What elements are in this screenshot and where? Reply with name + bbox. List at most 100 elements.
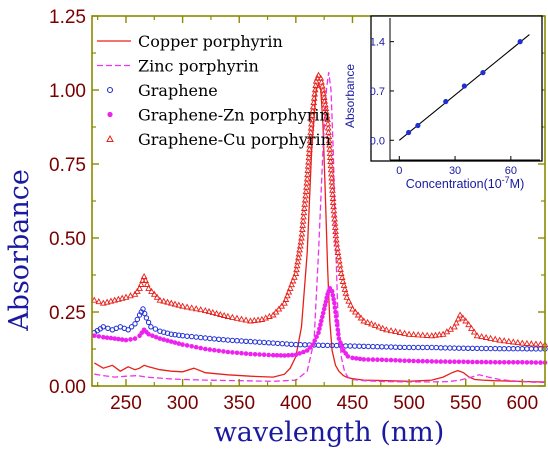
data-point	[299, 221, 307, 228]
data-point	[357, 314, 365, 321]
data-point	[306, 137, 314, 144]
legend-item: Zinc porphyrin	[97, 57, 259, 76]
data-point	[148, 287, 155, 294]
data-point	[511, 360, 516, 365]
data-point	[379, 344, 385, 350]
series-line	[94, 72, 546, 384]
data-point	[323, 299, 329, 304]
data-point	[460, 345, 467, 351]
data-point	[339, 277, 347, 284]
legend-item: Graphene	[106, 81, 218, 100]
data-point	[275, 305, 283, 312]
data-point	[405, 330, 413, 337]
data-point	[161, 337, 166, 342]
inset-frame	[370, 15, 543, 162]
data-point	[140, 272, 148, 280]
data-point	[388, 344, 394, 350]
data-point	[296, 242, 304, 249]
data-point	[501, 346, 507, 352]
data-point	[375, 323, 383, 330]
data-point	[112, 336, 117, 341]
data-point	[322, 303, 328, 308]
data-point	[165, 338, 170, 343]
data-point	[136, 284, 143, 291]
data-point	[501, 360, 507, 365]
data-point	[197, 306, 205, 313]
data-point	[184, 333, 190, 339]
data-point	[278, 353, 284, 358]
data-point	[310, 98, 318, 106]
data-point	[229, 313, 236, 320]
data-point	[297, 238, 305, 245]
data-point	[303, 179, 311, 186]
data-point	[306, 145, 313, 152]
data-point	[289, 277, 297, 284]
data-point	[305, 154, 313, 161]
data-point	[374, 344, 381, 350]
data-point	[333, 309, 338, 315]
data-point	[301, 349, 306, 355]
data-point	[302, 187, 310, 195]
data-point	[180, 342, 185, 347]
data-point	[131, 290, 139, 297]
data-point	[397, 358, 403, 363]
data-point	[392, 344, 399, 350]
data-point	[397, 344, 403, 350]
data-point	[108, 335, 114, 341]
data-point	[318, 322, 323, 328]
legend-swatch	[107, 111, 113, 118]
data-point	[433, 344, 439, 351]
data-point	[317, 326, 322, 332]
data-point	[334, 323, 340, 328]
data-point	[307, 345, 313, 350]
legend-label: Copper porphyrin	[138, 32, 283, 51]
data-point	[302, 192, 309, 199]
data-point	[396, 328, 404, 335]
data-point	[175, 301, 183, 308]
data-point	[286, 284, 294, 291]
data-point	[104, 335, 110, 341]
series-4	[92, 286, 548, 365]
data-point	[193, 334, 199, 340]
data-point	[164, 298, 171, 305]
data-point	[473, 332, 481, 339]
data-point	[537, 340, 544, 347]
x-tick-label: 600	[506, 393, 538, 414]
data-point	[356, 343, 362, 349]
data-point	[160, 297, 168, 304]
data-point	[520, 360, 525, 365]
data-point	[496, 336, 504, 343]
data-point	[469, 345, 476, 351]
data-point	[330, 292, 336, 298]
data-point	[518, 339, 526, 346]
data-point	[383, 326, 390, 333]
data-point	[213, 309, 220, 317]
data-point	[533, 360, 539, 365]
data-point	[361, 343, 367, 349]
inset-data-point	[443, 98, 449, 105]
series-line	[93, 82, 545, 383]
data-point	[252, 352, 258, 357]
data-point	[132, 336, 138, 341]
data-point	[193, 344, 199, 350]
data-point	[299, 217, 307, 224]
data-point	[261, 339, 267, 346]
data-point	[309, 103, 317, 110]
data-point	[122, 293, 130, 300]
data-point	[514, 338, 522, 346]
data-point	[266, 340, 272, 346]
data-point	[307, 128, 315, 135]
data-point	[270, 352, 276, 358]
data-point	[324, 295, 330, 301]
data-point	[296, 246, 303, 253]
data-point	[284, 292, 291, 299]
inset-x-tick-label: 60	[505, 165, 517, 177]
data-point	[92, 333, 97, 339]
main-plot: 250 300 350 400 450 500 550 6000.000.250.500.75…	[49, 7, 548, 414]
data-point	[145, 284, 152, 291]
data-point	[470, 359, 475, 365]
data-point	[103, 298, 111, 305]
data-point	[309, 107, 317, 114]
data-point	[300, 209, 308, 216]
data-point	[329, 289, 335, 294]
